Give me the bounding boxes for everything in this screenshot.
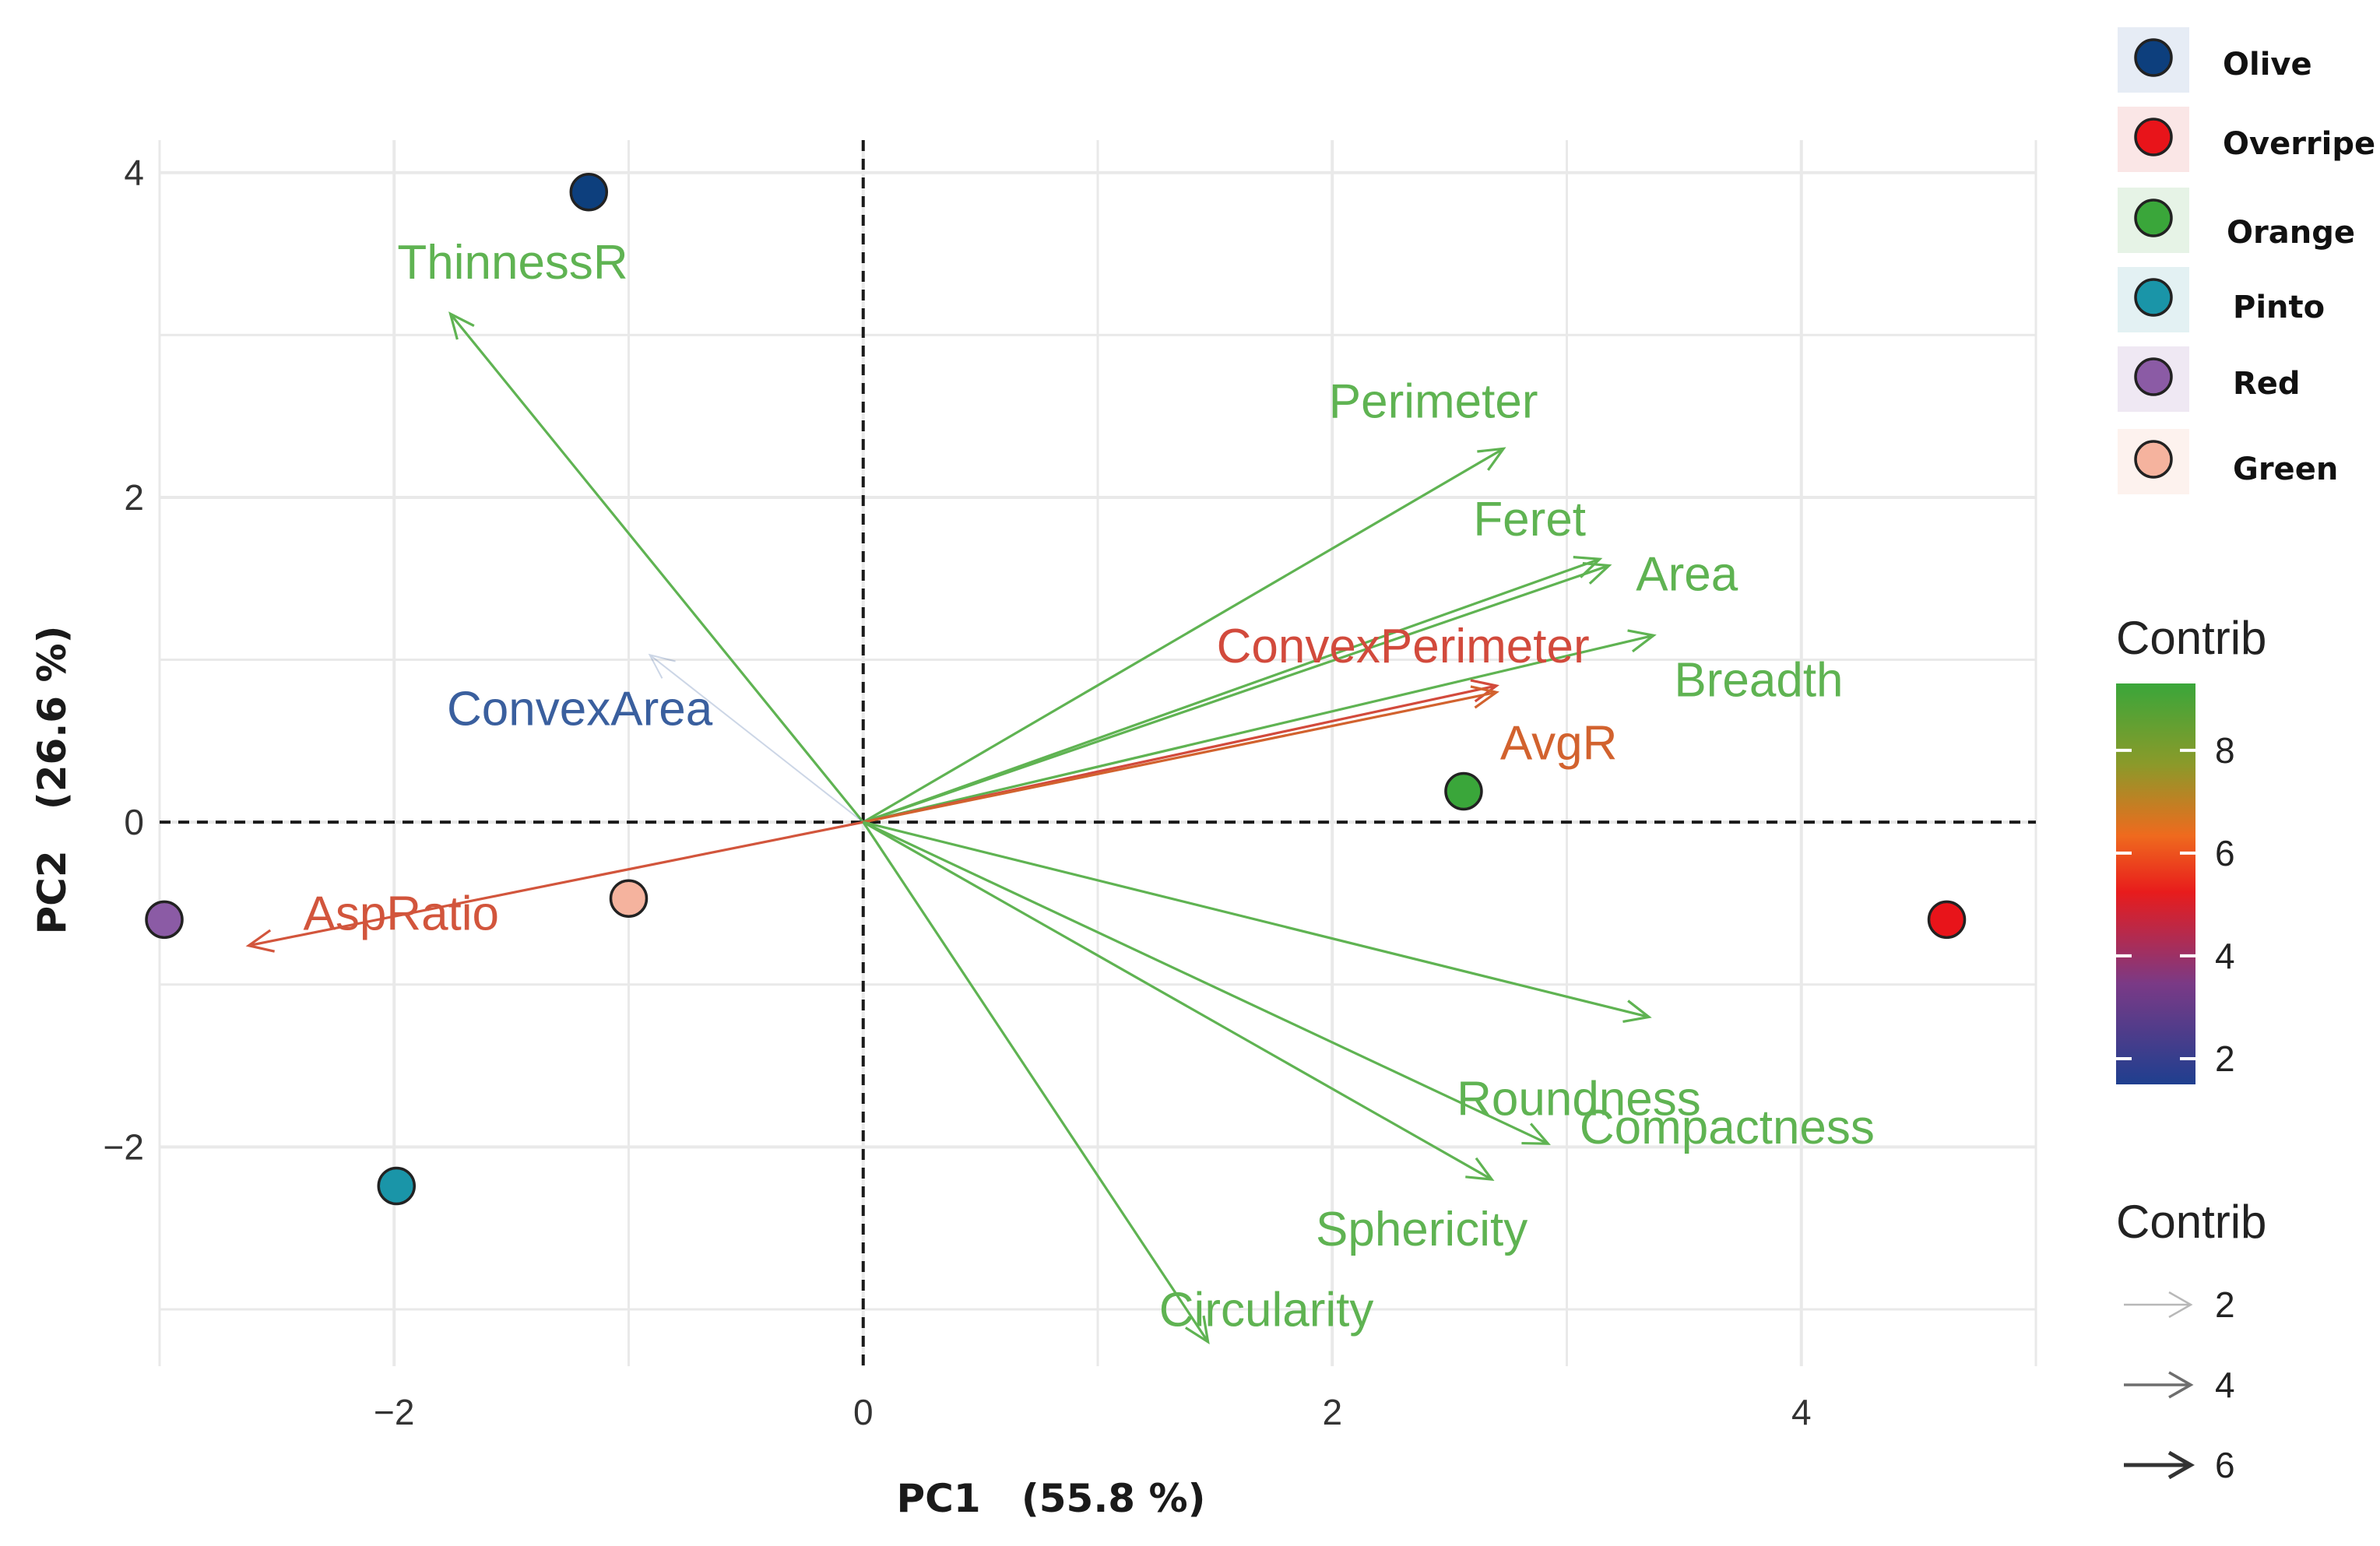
label-breadth: Breadth <box>1674 653 1843 707</box>
arrow-feret <box>863 556 1603 824</box>
variable-labels: ThinnessR Perimeter Feret Area Breadth Convex… <box>303 236 1874 1337</box>
label-circularity: Circularity <box>1159 1284 1374 1337</box>
legend-marker <box>2134 38 2173 77</box>
axis-ticks: −2 0 2 4 −2 0 2 4 <box>104 153 1812 1432</box>
label-area: Area <box>1636 548 1738 602</box>
colorbar-ticks: 2 4 6 8 <box>2116 730 2235 1079</box>
label-feret: Feret <box>1473 493 1586 546</box>
size-legend-title: Contrib <box>2116 1196 2266 1248</box>
label-perimeter: Perimeter <box>1329 374 1538 428</box>
legend-label: Overripe <box>2223 126 2375 162</box>
point-orange <box>1444 771 1483 811</box>
label-roundness: Roundness <box>1457 1072 1701 1126</box>
colorbar <box>2116 683 2195 1084</box>
group-legend: Olive Overripe Orange Pinto Red Green <box>2118 27 2375 494</box>
legend-label: Pinto <box>2233 290 2325 325</box>
legend-marker <box>2134 278 2173 317</box>
size-legend-label: 6 <box>2215 1445 2235 1485</box>
x-tick-label: −2 <box>374 1392 414 1432</box>
legend-label: Green <box>2233 452 2338 487</box>
point-olive <box>569 173 609 212</box>
point-green <box>609 879 649 918</box>
size-legend-arrowhead <box>2167 1450 2195 1480</box>
size-legend-item: 2 <box>2124 1284 2235 1325</box>
legend-item-orange: Orange <box>2118 188 2355 253</box>
arrow-convexperimeter <box>863 679 1499 824</box>
y-tick-label: 0 <box>124 802 144 842</box>
y-axis-title: PC2 (26.6 %) <box>30 626 75 935</box>
label-compactness: Compactness <box>1580 1101 1875 1154</box>
colorbar-title: Contrib <box>2116 612 2266 664</box>
size-legend-item: 4 <box>2124 1365 2235 1405</box>
y-tick-label: 2 <box>124 477 144 518</box>
individual-points <box>145 173 1967 1206</box>
colorbar-tick-label: 8 <box>2215 730 2235 771</box>
size-legend-label: 2 <box>2215 1284 2235 1325</box>
colorbar-tick-label: 2 <box>2215 1038 2235 1079</box>
label-convexarea: ConvexArea <box>447 682 713 736</box>
label-aspratio: AspRatio <box>303 887 499 941</box>
point-pinto <box>377 1166 417 1206</box>
point-red <box>145 900 184 940</box>
x-tick-label: 4 <box>1791 1392 1812 1432</box>
legend-marker <box>2134 118 2173 156</box>
legend-item-overripe: Overripe <box>2118 107 2375 172</box>
label-thinnessr: ThinnessR <box>397 236 628 290</box>
legend-item-red: Red <box>2118 346 2301 412</box>
legend-label: Orange <box>2227 215 2355 251</box>
arrow-area <box>863 561 1612 824</box>
variable-arrows <box>245 311 1657 1344</box>
arrow-compactness <box>863 820 1551 1145</box>
grid <box>158 140 2037 1366</box>
arrow-sphericity <box>862 820 1495 1182</box>
legend-label: Olive <box>2223 47 2312 83</box>
arrow-thinnessr <box>448 311 864 824</box>
arrow-breadth <box>863 629 1657 824</box>
zero-lines <box>160 140 2036 1366</box>
arrow-avgr <box>863 685 1499 824</box>
arrow-aspratio <box>245 820 864 953</box>
size-legend-arrowhead <box>2168 1371 2194 1399</box>
legend-marker <box>2134 440 2173 479</box>
size-legend: 2 4 6 <box>2124 1284 2235 1485</box>
x-axis-title: PC1 (55.8 %) <box>897 1476 1206 1521</box>
legend-item-pinto: Pinto <box>2118 267 2325 332</box>
y-tick-label: −2 <box>104 1126 144 1167</box>
y-tick-label: 4 <box>124 153 144 193</box>
legend-label: Red <box>2233 366 2301 402</box>
legend-item-green: Green <box>2118 429 2338 494</box>
legend-item-olive: Olive <box>2118 27 2312 93</box>
colorbar-tick-label: 4 <box>2215 936 2235 976</box>
legend-marker <box>2134 199 2173 237</box>
label-sphericity: Sphericity <box>1316 1203 1527 1256</box>
legend-marker <box>2134 357 2173 396</box>
size-legend-item: 6 <box>2124 1445 2235 1485</box>
size-legend-label: 4 <box>2215 1365 2235 1405</box>
x-tick-label: 2 <box>1322 1392 1342 1432</box>
x-tick-label: 0 <box>853 1392 874 1432</box>
colorbar-tick-label: 6 <box>2215 833 2235 873</box>
label-avgr: AvgR <box>1500 716 1618 770</box>
size-legend-arrowhead <box>2168 1291 2193 1319</box>
point-overripe <box>1927 900 1967 940</box>
arrow-perimeter <box>862 447 1506 824</box>
arrow-convexarea <box>648 653 864 823</box>
arrow-roundness <box>863 820 1652 1024</box>
label-convexperimeter: ConvexPerimeter <box>1217 620 1590 673</box>
arrow-circularity <box>862 821 1210 1344</box>
